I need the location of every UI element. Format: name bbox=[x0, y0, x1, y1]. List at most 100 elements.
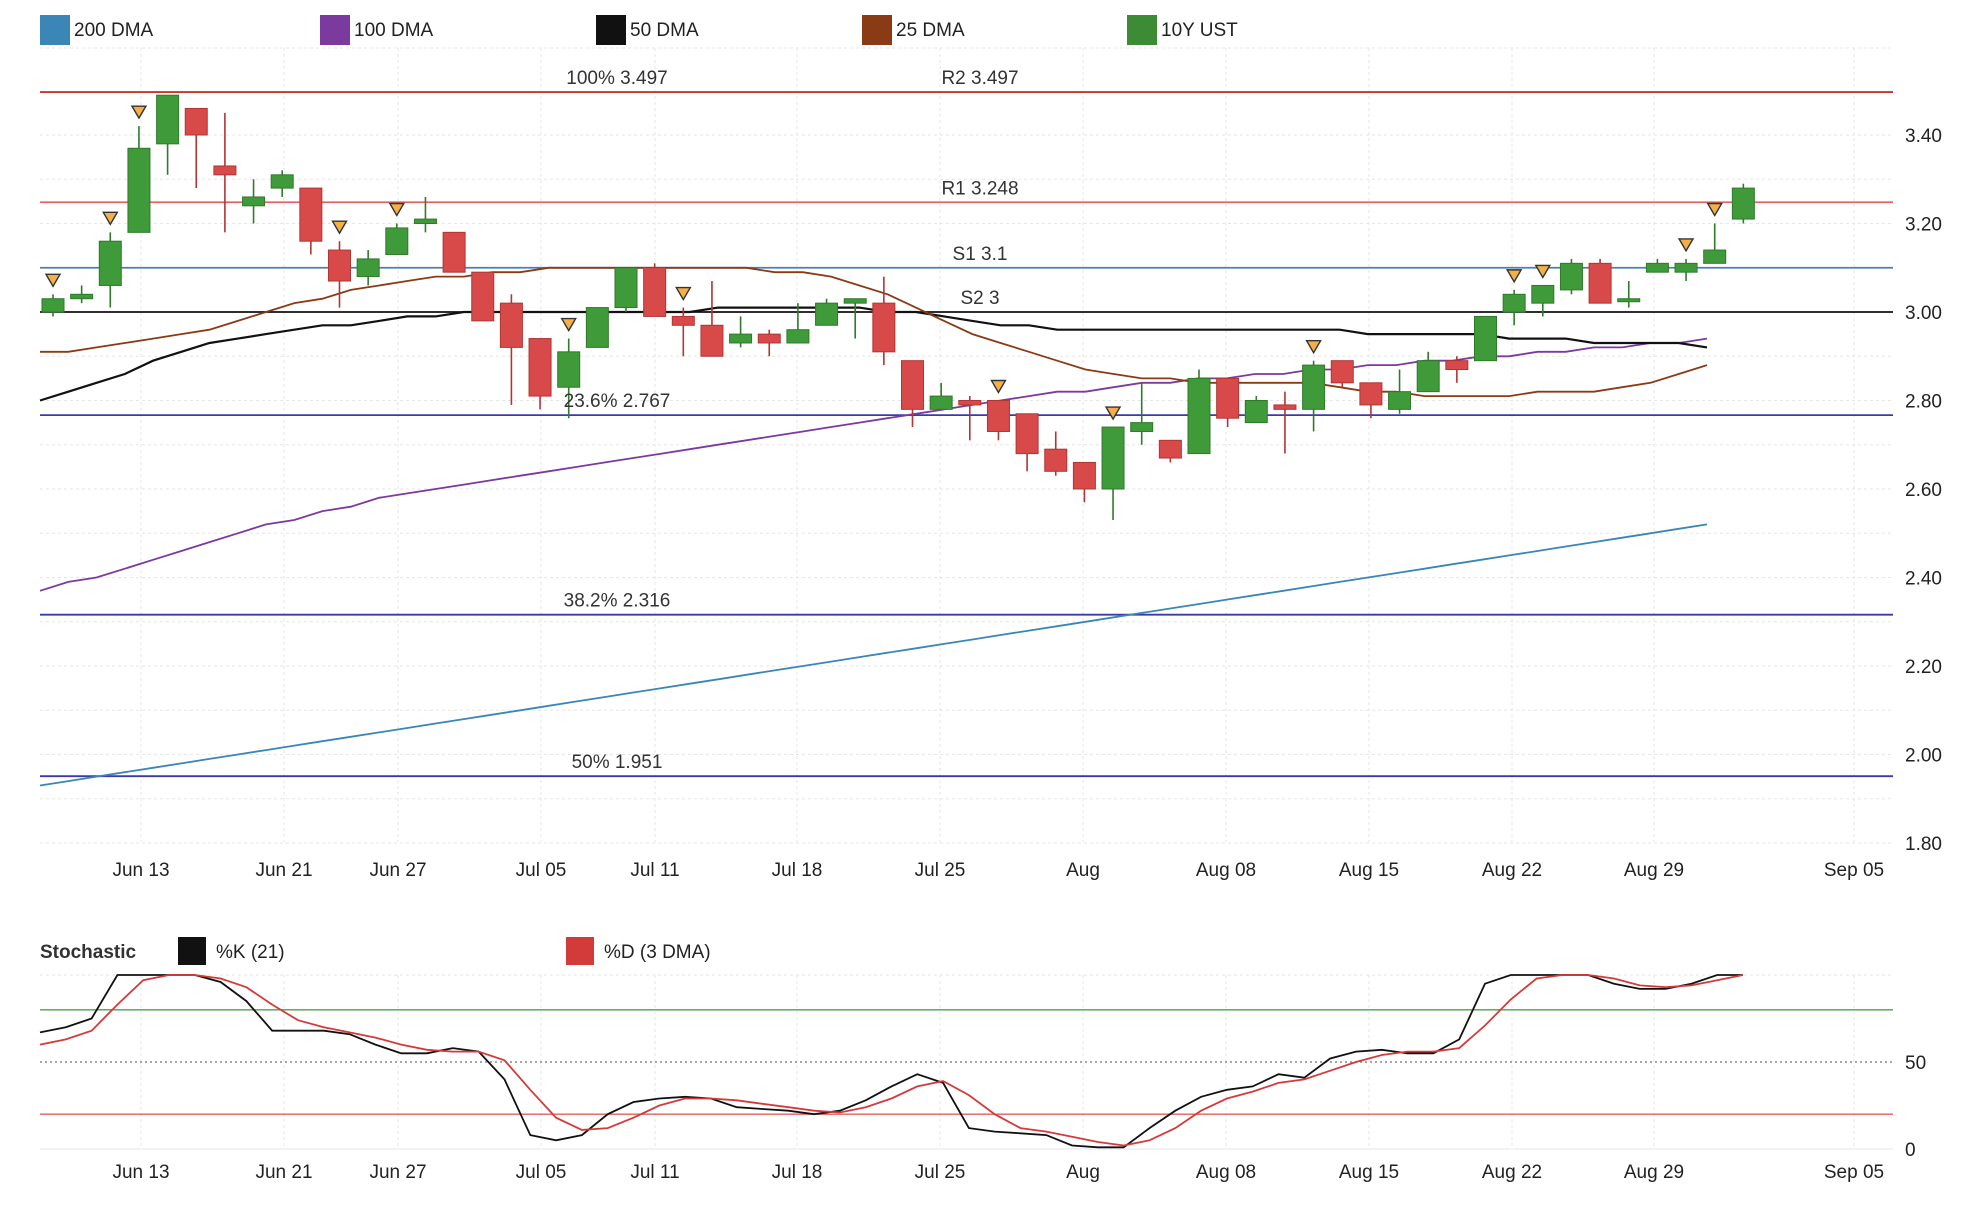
candle-body bbox=[242, 196, 266, 207]
level-label: 23.6% 2.767 bbox=[564, 391, 671, 412]
candle-body bbox=[1273, 404, 1297, 410]
legend-swatch bbox=[566, 937, 594, 965]
candle bbox=[901, 360, 924, 428]
stoch-title: Stochastic bbox=[40, 942, 137, 963]
candle-body bbox=[1703, 249, 1727, 264]
signal-marker bbox=[560, 317, 577, 332]
x-tick-label: Aug 22 bbox=[1482, 1162, 1542, 1183]
candle-body bbox=[1044, 448, 1068, 472]
candle-body bbox=[1531, 284, 1555, 304]
x-tick-label: Sep 05 bbox=[1824, 860, 1884, 881]
x-tick-label: Jul 18 bbox=[772, 1162, 823, 1183]
candle-body bbox=[1244, 400, 1268, 424]
candle bbox=[1072, 461, 1096, 503]
candle bbox=[1359, 382, 1383, 419]
candle bbox=[671, 307, 695, 357]
candle-body bbox=[1302, 364, 1326, 410]
candle-body bbox=[1158, 439, 1182, 459]
x-tick-label: Jun 13 bbox=[112, 860, 169, 881]
x-tick-label: Jun 21 bbox=[255, 860, 312, 881]
candle-body bbox=[1015, 413, 1039, 455]
candle bbox=[614, 267, 638, 312]
x-tick-label: Aug 29 bbox=[1624, 860, 1684, 881]
candle-body bbox=[729, 333, 753, 344]
candle-body bbox=[127, 147, 151, 233]
candle bbox=[1187, 369, 1211, 455]
x-tick-label: Jun 27 bbox=[369, 860, 426, 881]
candle bbox=[729, 316, 753, 348]
candle bbox=[929, 382, 953, 410]
candle bbox=[499, 294, 523, 405]
legend-swatch bbox=[1127, 15, 1157, 45]
x-tick-label: Aug 15 bbox=[1339, 1162, 1399, 1183]
x-tick-label: Sep 05 bbox=[1824, 1162, 1884, 1183]
y-tick-label: 0 bbox=[1905, 1140, 1916, 1161]
candle bbox=[643, 263, 667, 317]
legend-label: %K (21) bbox=[216, 942, 285, 963]
candle bbox=[1216, 377, 1240, 428]
candle bbox=[585, 307, 609, 348]
candle-body bbox=[1388, 391, 1412, 410]
x-tick-label: Jul 18 bbox=[772, 860, 823, 881]
candle bbox=[356, 250, 380, 286]
main-legend: 200 DMA 100 DMA 50 DMA 25 DMA 10Y UST bbox=[40, 15, 1238, 45]
candle-body bbox=[299, 187, 323, 242]
y-tick-label: 50 bbox=[1905, 1053, 1926, 1074]
x-tick-label: Jul 05 bbox=[516, 1162, 567, 1183]
candle-body bbox=[1645, 262, 1669, 273]
x-tick-label: Jul 25 bbox=[915, 860, 966, 881]
candle bbox=[471, 271, 495, 322]
y-tick-label: 2.20 bbox=[1905, 657, 1942, 678]
candle bbox=[1474, 315, 1497, 362]
candle bbox=[1445, 356, 1469, 383]
legend-swatch bbox=[596, 15, 626, 45]
ma-line-25-dma bbox=[40, 266, 1708, 397]
legend-swatch bbox=[320, 15, 350, 45]
candle-body bbox=[156, 94, 180, 145]
x-tick-label: Jul 05 bbox=[516, 860, 567, 881]
candle-body bbox=[986, 400, 1010, 432]
candle bbox=[1158, 439, 1182, 463]
legend-swatch bbox=[178, 937, 206, 965]
y-tick-label: 2.00 bbox=[1905, 746, 1942, 767]
candle-body bbox=[815, 302, 839, 326]
candle bbox=[127, 126, 151, 233]
signal-marker bbox=[388, 202, 406, 217]
candle-body bbox=[1416, 360, 1440, 393]
candle-body bbox=[700, 324, 724, 357]
signal-marker bbox=[44, 273, 62, 288]
candle bbox=[1502, 289, 1526, 326]
candle-body bbox=[1359, 382, 1383, 406]
main-level-labels: 100% 3.497 R2 3.497 R1 3.248 S1 3.1 S2 3 23.6… bbox=[564, 68, 1019, 773]
candle-body bbox=[1216, 377, 1240, 419]
candle bbox=[442, 231, 466, 273]
x-tick-label: Jul 11 bbox=[630, 1162, 679, 1183]
candle bbox=[1531, 284, 1555, 317]
candle-body bbox=[1674, 262, 1698, 273]
x-tick-label: Aug 15 bbox=[1339, 860, 1399, 881]
candle bbox=[242, 179, 266, 224]
signal-marker bbox=[1677, 238, 1695, 253]
x-tick-label: Aug 22 bbox=[1482, 860, 1542, 881]
candle bbox=[757, 329, 781, 357]
candle-body bbox=[757, 333, 781, 344]
candle-body bbox=[213, 165, 237, 176]
legend-label: 50 DMA bbox=[630, 20, 699, 41]
candle-body bbox=[872, 302, 896, 353]
x-tick-label: Aug bbox=[1066, 860, 1100, 881]
candle-body bbox=[442, 231, 466, 273]
candle-body bbox=[1731, 187, 1755, 220]
stoch-x-axis: Jun 13 Jun 21 Jun 27 Jul 05 Jul 11 Jul 18 Jul … bbox=[112, 1162, 1884, 1183]
candle bbox=[1588, 258, 1612, 304]
candle-body bbox=[585, 307, 609, 348]
candle-body bbox=[184, 107, 208, 136]
candle bbox=[700, 281, 724, 357]
candle-body bbox=[41, 298, 65, 313]
level-label: 100% 3.497 bbox=[566, 68, 667, 89]
candle-body bbox=[614, 267, 638, 309]
candle-body bbox=[1559, 262, 1583, 291]
candle bbox=[1559, 258, 1583, 295]
candle-body bbox=[958, 400, 982, 406]
main-candles bbox=[41, 94, 1755, 520]
signal-marker bbox=[675, 286, 692, 301]
